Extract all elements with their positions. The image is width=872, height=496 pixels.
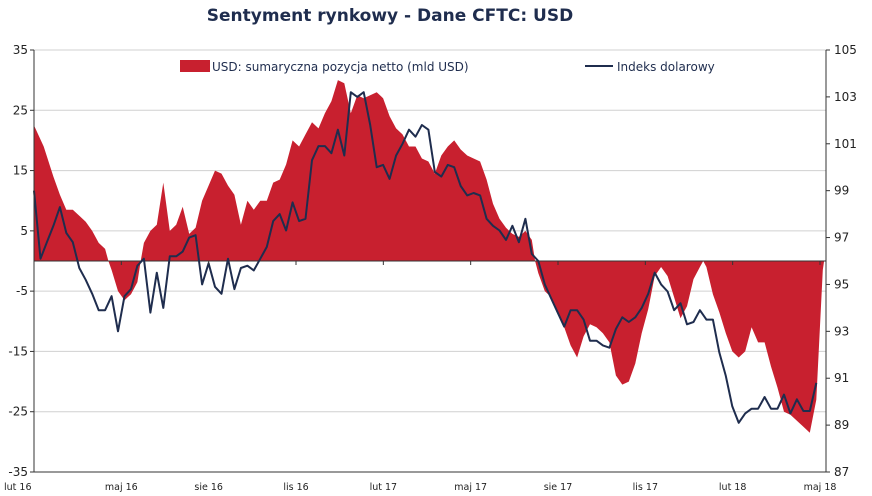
y-right-tick-label: 105 (834, 43, 857, 57)
dollar-index-line (33, 91, 818, 424)
x-tick-label: lis 17 (633, 482, 658, 493)
usd-net-position-area (34, 80, 825, 433)
y-left-tick-label: 35 (13, 43, 28, 57)
x-tick-label: lut 16 (4, 482, 32, 493)
x-tick-label: lut 17 (370, 482, 398, 493)
y-right-tick-label: 97 (834, 231, 849, 245)
y-left-tick-label: 25 (13, 103, 28, 117)
legend-swatch-usd-net-position (180, 60, 210, 72)
line-series-group (33, 91, 818, 424)
y-left-tick-label: -25 (8, 405, 28, 419)
x-tick-label: lut 18 (719, 482, 747, 493)
y-left-tick-label: 5 (20, 224, 28, 238)
y-left-tick-label: -15 (8, 344, 28, 358)
y-right-tick-label: 103 (834, 90, 857, 104)
y-right-tick-label: 95 (834, 277, 849, 291)
y-right-tick-label: 101 (834, 137, 857, 151)
y-right-tick-label: 87 (834, 465, 849, 479)
legend-label-usd-net-position: USD: sumaryczna pozycja netto (mld USD) (212, 60, 469, 74)
chart-title: Sentyment rynkowy - Dane CFTC: USD (206, 6, 574, 26)
x-tick-label: sie 16 (194, 482, 223, 493)
y-right-tick-label: 93 (834, 324, 849, 338)
y-left-tick-label: 15 (13, 164, 28, 178)
x-tick-label: maj 16 (105, 482, 138, 493)
y-right-tick-label: 99 (834, 184, 849, 198)
x-tick-label: maj 17 (454, 482, 487, 493)
x-tick-label: sie 17 (544, 482, 573, 493)
y-left-tick-label: -5 (16, 284, 28, 298)
y-left-tick-label: -35 (8, 465, 28, 479)
x-tick-label: lis 16 (283, 482, 308, 493)
area-series-group (34, 80, 825, 433)
axes-group: 35 25 15 5 -5 -15 -25 -35 105 103 101 99 97 95 93 91 89 8… (4, 43, 857, 493)
legend: USD: sumaryczna pozycja netto (mld USD) I… (180, 60, 715, 74)
y-right-tick-label: 89 (834, 418, 849, 432)
x-tick-label: maj 18 (804, 482, 837, 493)
y-right-tick-label: 91 (834, 371, 849, 385)
legend-label-dollar-index: Indeks dolarowy (617, 60, 715, 74)
